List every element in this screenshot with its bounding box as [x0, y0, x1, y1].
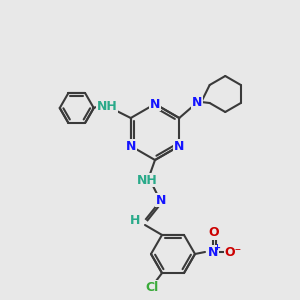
Text: N: N: [156, 194, 166, 206]
Text: H: H: [130, 214, 140, 226]
Text: N: N: [150, 98, 160, 110]
Text: N: N: [174, 140, 184, 152]
Text: O⁻: O⁻: [224, 245, 242, 259]
Text: N: N: [126, 140, 136, 152]
Text: O: O: [209, 226, 219, 239]
Text: NH: NH: [96, 100, 117, 112]
Text: NH: NH: [136, 173, 158, 187]
Text: +: +: [214, 244, 220, 253]
Text: Cl: Cl: [146, 280, 159, 294]
Text: N: N: [192, 95, 202, 109]
Text: N: N: [208, 245, 218, 259]
